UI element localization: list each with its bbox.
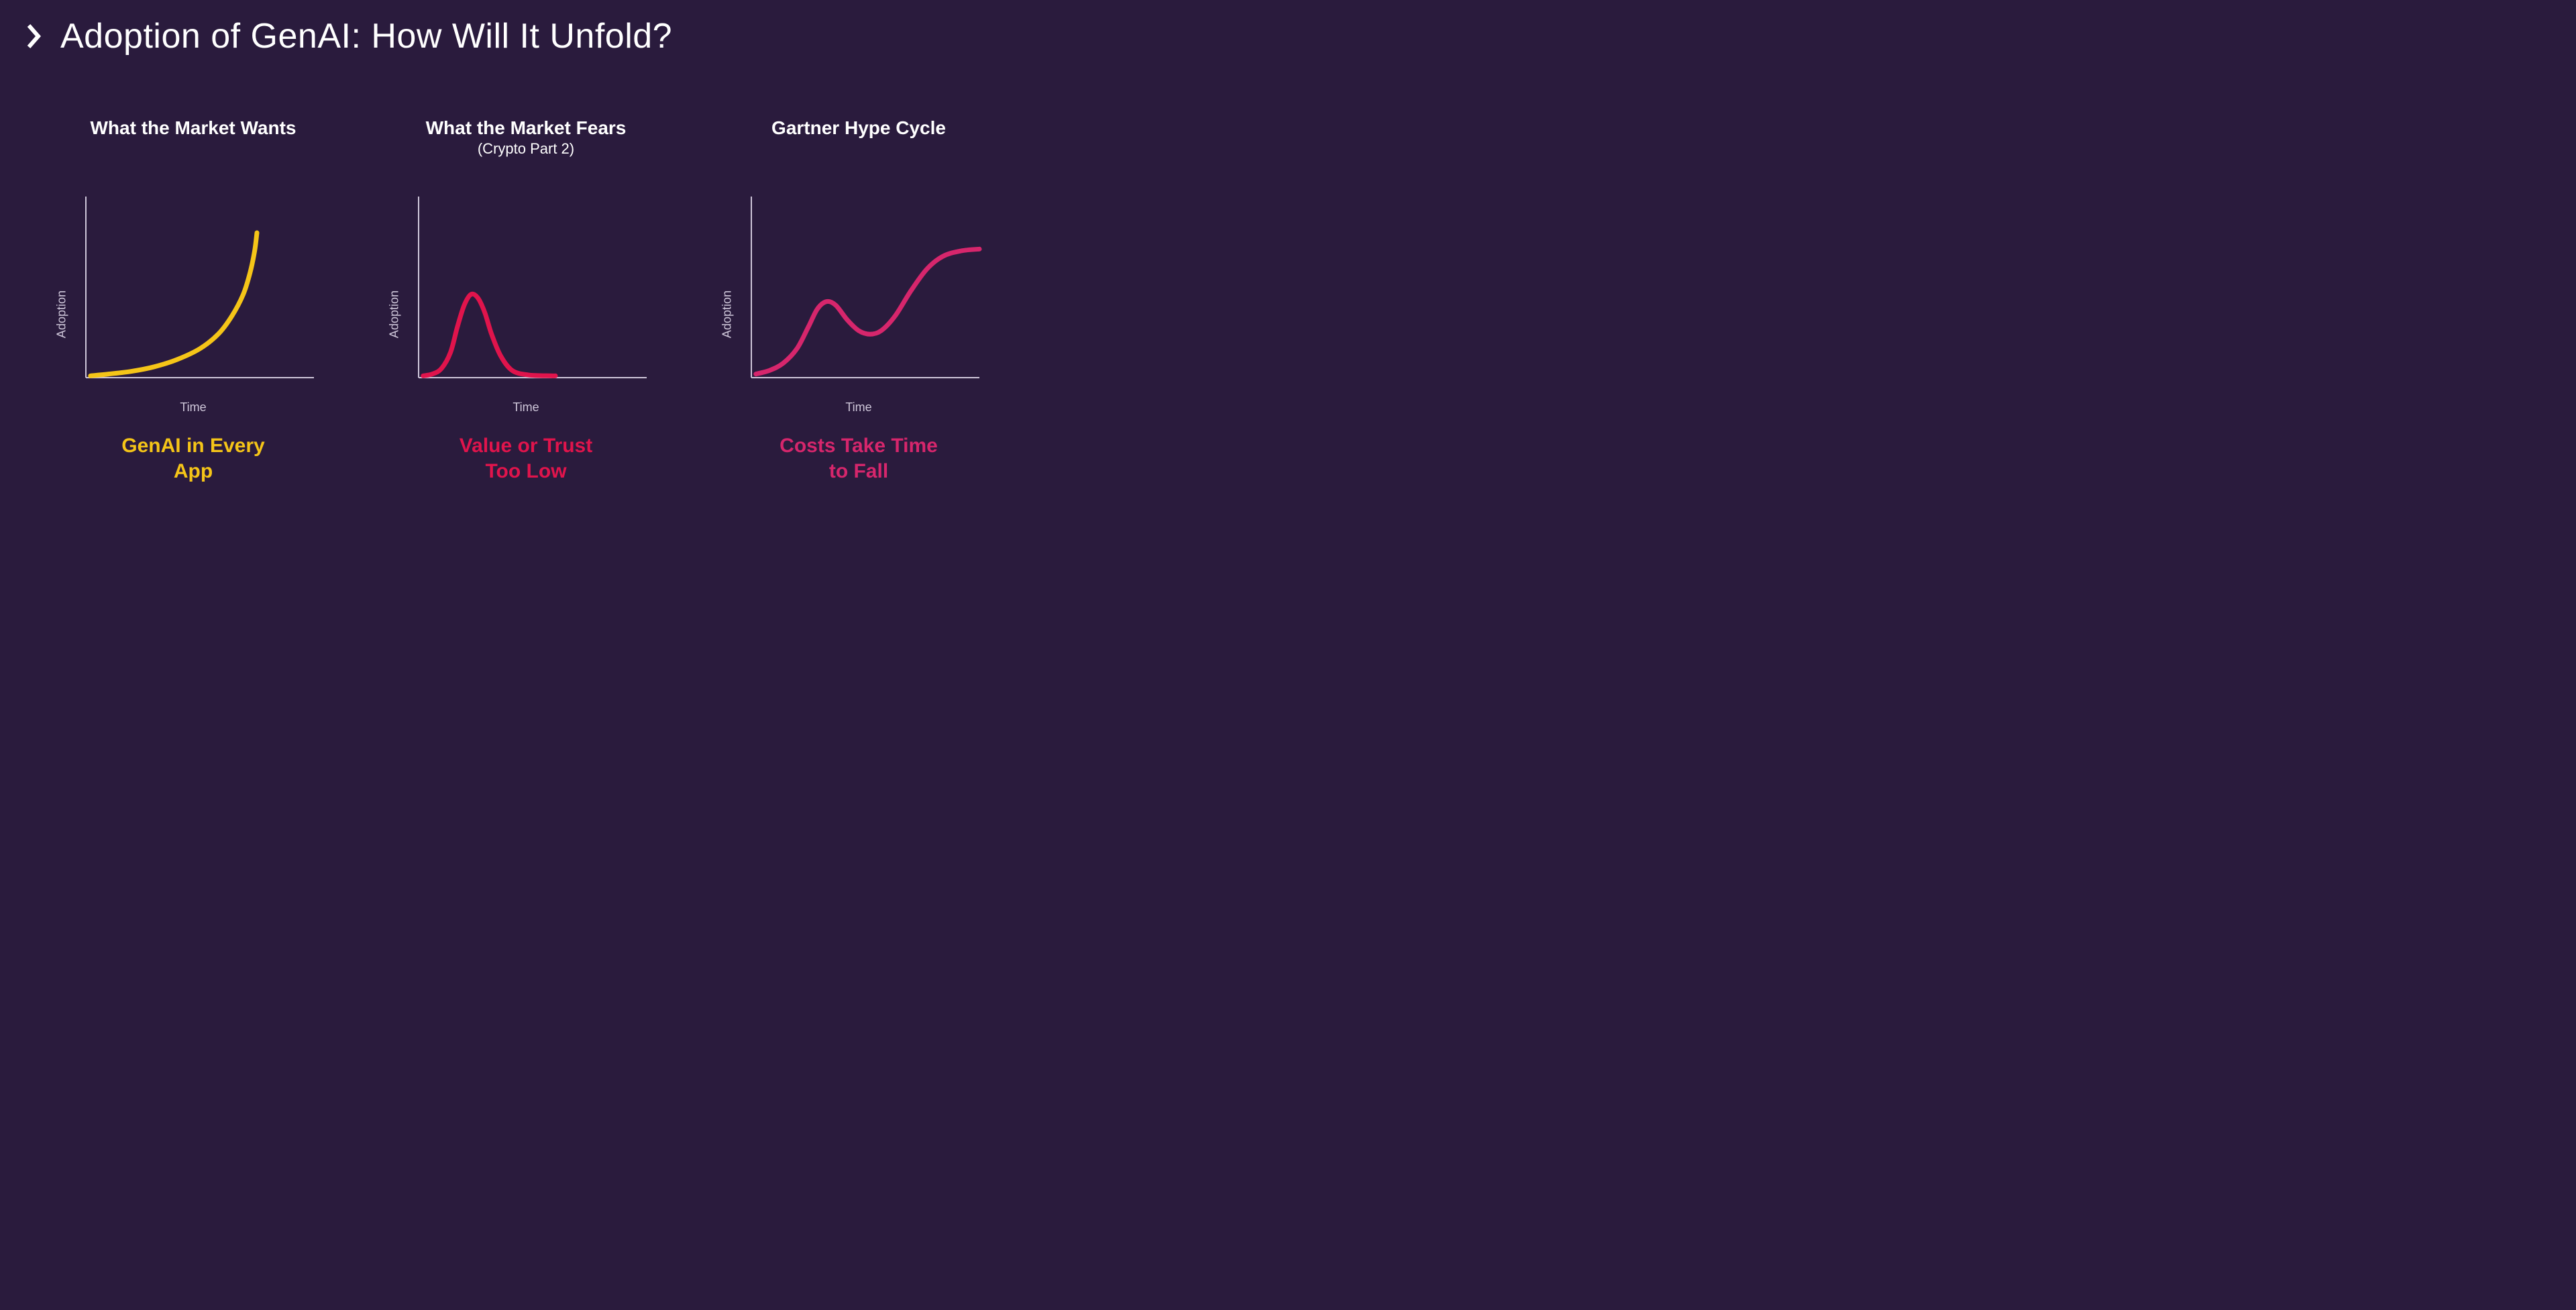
panel-caption: GenAI in EveryApp — [121, 433, 264, 484]
x-axis-label: Time — [513, 400, 539, 415]
charts-row: What the Market Wants Adoption Time GenA… — [40, 117, 1012, 484]
chart-svg — [66, 190, 321, 391]
panel-subtitle: (Crypto Part 2) — [426, 140, 627, 158]
panel-market-wants: What the Market Wants Adoption Time GenA… — [40, 117, 346, 484]
panel-header: What the Market Fears (Crypto Part 2) — [426, 117, 627, 170]
y-axis-label: Adoption — [388, 290, 402, 338]
chart-svg — [398, 190, 653, 391]
panel-hype-cycle: Gartner Hype Cycle Adoption Time Costs T… — [706, 117, 1012, 484]
chart: Adoption — [398, 190, 653, 391]
panel-market-fears: What the Market Fears (Crypto Part 2) Ad… — [373, 117, 679, 484]
panel-title: What the Market Fears — [426, 117, 627, 139]
y-axis-label: Adoption — [720, 290, 735, 338]
y-axis-label: Adoption — [55, 290, 69, 338]
panel-header: What the Market Wants — [91, 117, 297, 170]
title-row: Adoption of GenAI: How Will It Unfold? — [27, 16, 672, 56]
panel-title: Gartner Hype Cycle — [771, 117, 946, 139]
chart: Adoption — [731, 190, 986, 391]
panel-caption: Costs Take Timeto Fall — [780, 433, 938, 484]
chart: Adoption — [66, 190, 321, 391]
panel-title: What the Market Wants — [91, 117, 297, 139]
x-axis-label: Time — [180, 400, 206, 415]
panel-header: Gartner Hype Cycle — [771, 117, 946, 170]
slide-title: Adoption of GenAI: How Will It Unfold? — [60, 16, 672, 56]
panel-caption: Value or TrustToo Low — [460, 433, 592, 484]
chart-svg — [731, 190, 986, 391]
slide: Adoption of GenAI: How Will It Unfold? W… — [0, 0, 1052, 526]
chevron-right-icon — [27, 23, 42, 49]
x-axis-label: Time — [845, 400, 871, 415]
